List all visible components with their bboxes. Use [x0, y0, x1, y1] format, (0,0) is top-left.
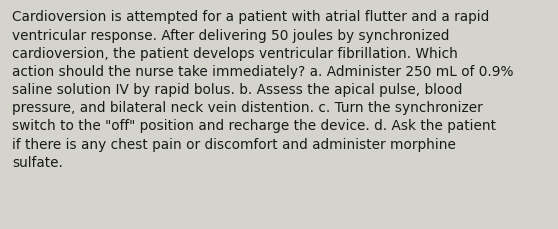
Text: Cardioversion is attempted for a patient with atrial flutter and a rapid
ventric: Cardioversion is attempted for a patient… — [12, 10, 514, 169]
